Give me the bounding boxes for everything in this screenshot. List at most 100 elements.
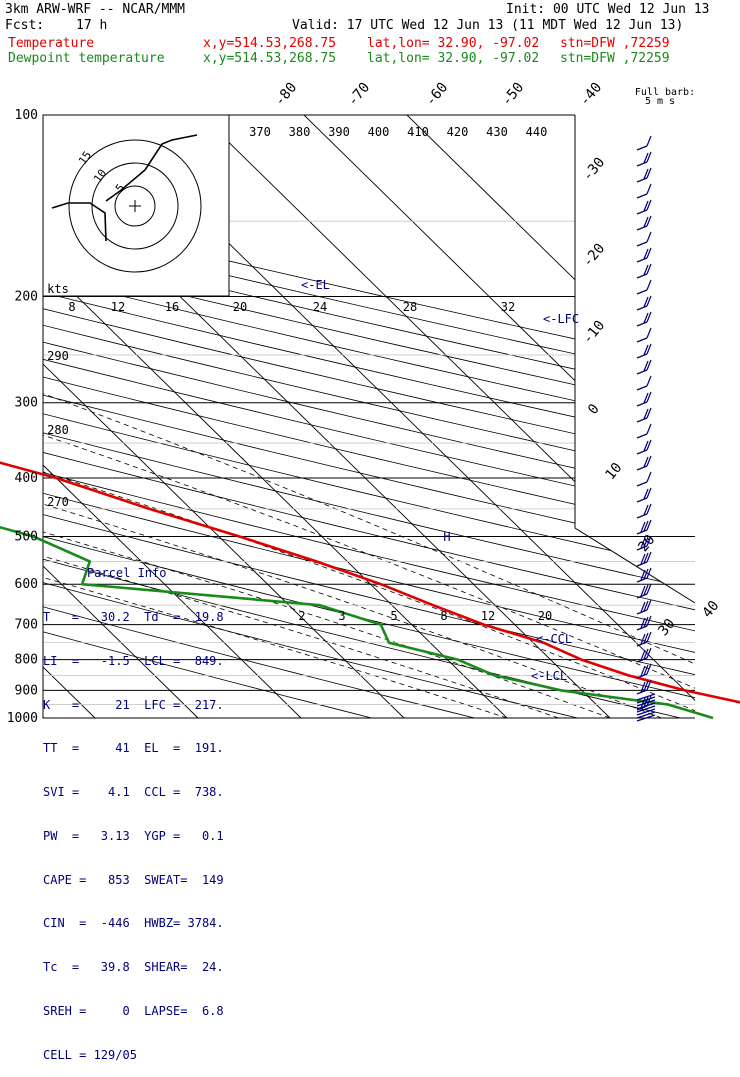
isotherm-label: 10 [602,460,625,483]
isotherm-label: 30 [655,616,678,639]
wind-barb-flag [646,295,652,307]
isotherm-label: -60 [423,80,452,110]
inset-profile-label: 8 [68,300,75,314]
hodograph-ring-label: 10 [91,167,109,185]
wind-barb-flag [643,264,649,276]
parcel-row: CIN = -446 HWBZ= 3784. [43,916,224,931]
wind-barb-flag [646,359,652,371]
mixing-ratio-label: 3 [338,609,345,623]
parcel-row: Tc = 39.8 SHEAR= 24. [43,960,224,975]
parcel-row: LI = -1.5 LCL = 849. [43,653,224,668]
mixing-ratio-label: 8 [440,609,447,623]
wind-barb-shaft [636,513,648,519]
pressure-tick-label: 100 [15,108,38,123]
pressure-tick-label: 800 [15,653,38,668]
mixing-ratio-label: 5 [390,609,397,623]
wind-barb-low-level [636,705,656,713]
wind-barb-flag [646,375,652,387]
parcel-row: CAPE = 853 SWEAT= 149 [43,872,224,887]
wind-barb-shaft [636,209,648,215]
wind-barb-shaft [636,273,648,279]
wind-barb-shaft [636,545,648,551]
wind-barb-flag [643,632,649,644]
wind-barb-flag [643,152,649,164]
mixing-ratio-label: 2 [298,609,305,623]
wind-barb-flag [646,439,652,451]
isotherm-line [200,115,695,718]
wind-barb-flag [646,519,652,531]
parcel-row: TT = 41 EL = 191. [43,741,224,756]
parcel-row: SREH = 0 LAPSE= 6.8 [43,1004,224,1018]
wind-barb-flag [646,647,652,659]
parcel-h-marker: H [443,530,450,544]
parcel-row: T = 30.2 Td = 19.8 [43,609,224,624]
wind-barb-low-level [636,699,656,707]
wind-barb-shaft [636,385,648,391]
isotherm-line [406,115,695,718]
theta-label: 420 [447,125,469,139]
plot-frame [42,115,695,719]
ccl-marker: <-CCL [536,632,572,646]
pressure-tick-label: 500 [15,529,38,544]
wind-barb-shaft [636,417,648,423]
theta-label: 410 [407,125,429,139]
wind-barb-flag [643,584,649,596]
hodograph-unit: kts [47,282,69,296]
isotherm-line [43,115,302,718]
wind-barb-shaft [636,225,648,231]
wind-barb-flag [646,503,652,515]
wind-barb-title: Full barb: [635,87,695,98]
hodograph-ring [91,162,179,250]
valid-time: Valid: 17 UTC Wed 12 Jun 13 (11 MDT Wed … [292,18,684,33]
dewpoint-latlon: lat,lon= 32.90, -97.02 [367,51,540,66]
lcl-marker: <-LCL [531,669,567,683]
wind-barb-flag [640,585,646,597]
wind-barb-flag [643,200,649,212]
wind-barb-flag [646,551,652,563]
inset-profile-label: 32 [501,300,515,314]
wind-barb-flag [643,408,649,420]
wind-barb-flag [646,279,652,291]
wind-barb-shaft [636,689,648,695]
wind-barb-shaft [636,497,648,503]
parcel-info-title: Parcel Info [87,566,167,581]
wind-barb-flag [646,631,652,643]
dewpoint-legend: Dewpoint temperature [8,51,165,66]
wind-barb-flag [640,521,646,533]
isotherm-label: -50 [499,80,528,110]
wind-barb-flag [643,392,649,404]
isotherm-label: -70 [345,80,374,110]
side-theta-label: 280 [47,423,69,437]
temperature-curve [0,461,740,704]
wind-barb-flag [646,199,652,211]
pressure-tick-label: 400 [15,471,38,486]
init-time: Init: 00 UTC Wed 12 Jun 13 [506,2,710,17]
wind-barb-flag [646,695,652,707]
wind-barb-flag [646,167,652,179]
wind-barb-shaft [636,241,648,247]
wind-barb-shaft [636,369,648,375]
pressure-tick-label: 700 [15,618,38,633]
wind-barb-flag [646,215,652,227]
pressure-tick-label: 1000 [7,711,38,726]
mixing-ratio-label: 12 [481,609,495,623]
wind-barb-flag [646,343,652,355]
wind-barb-flag [643,696,649,708]
wind-barb-shaft [636,641,648,647]
wind-barb-flag [640,537,646,549]
wind-barb-shaft [636,289,648,295]
inset-profile-label: 12 [111,300,125,314]
moist-adiabat-line [43,296,695,718]
pressure-tick-label: 900 [15,683,38,698]
wind-barb-shaft [636,337,648,343]
parcel-row: K = 21 LFC = 217. [43,697,224,712]
wind-barb-shaft [636,529,648,535]
isotherm-line [43,115,508,718]
wind-barb-flag [643,600,649,612]
hodograph-ring [68,139,202,273]
wind-barb-flag [643,456,649,468]
wind-barb-flag [646,663,652,675]
isotherm-label: -40 [577,80,606,110]
